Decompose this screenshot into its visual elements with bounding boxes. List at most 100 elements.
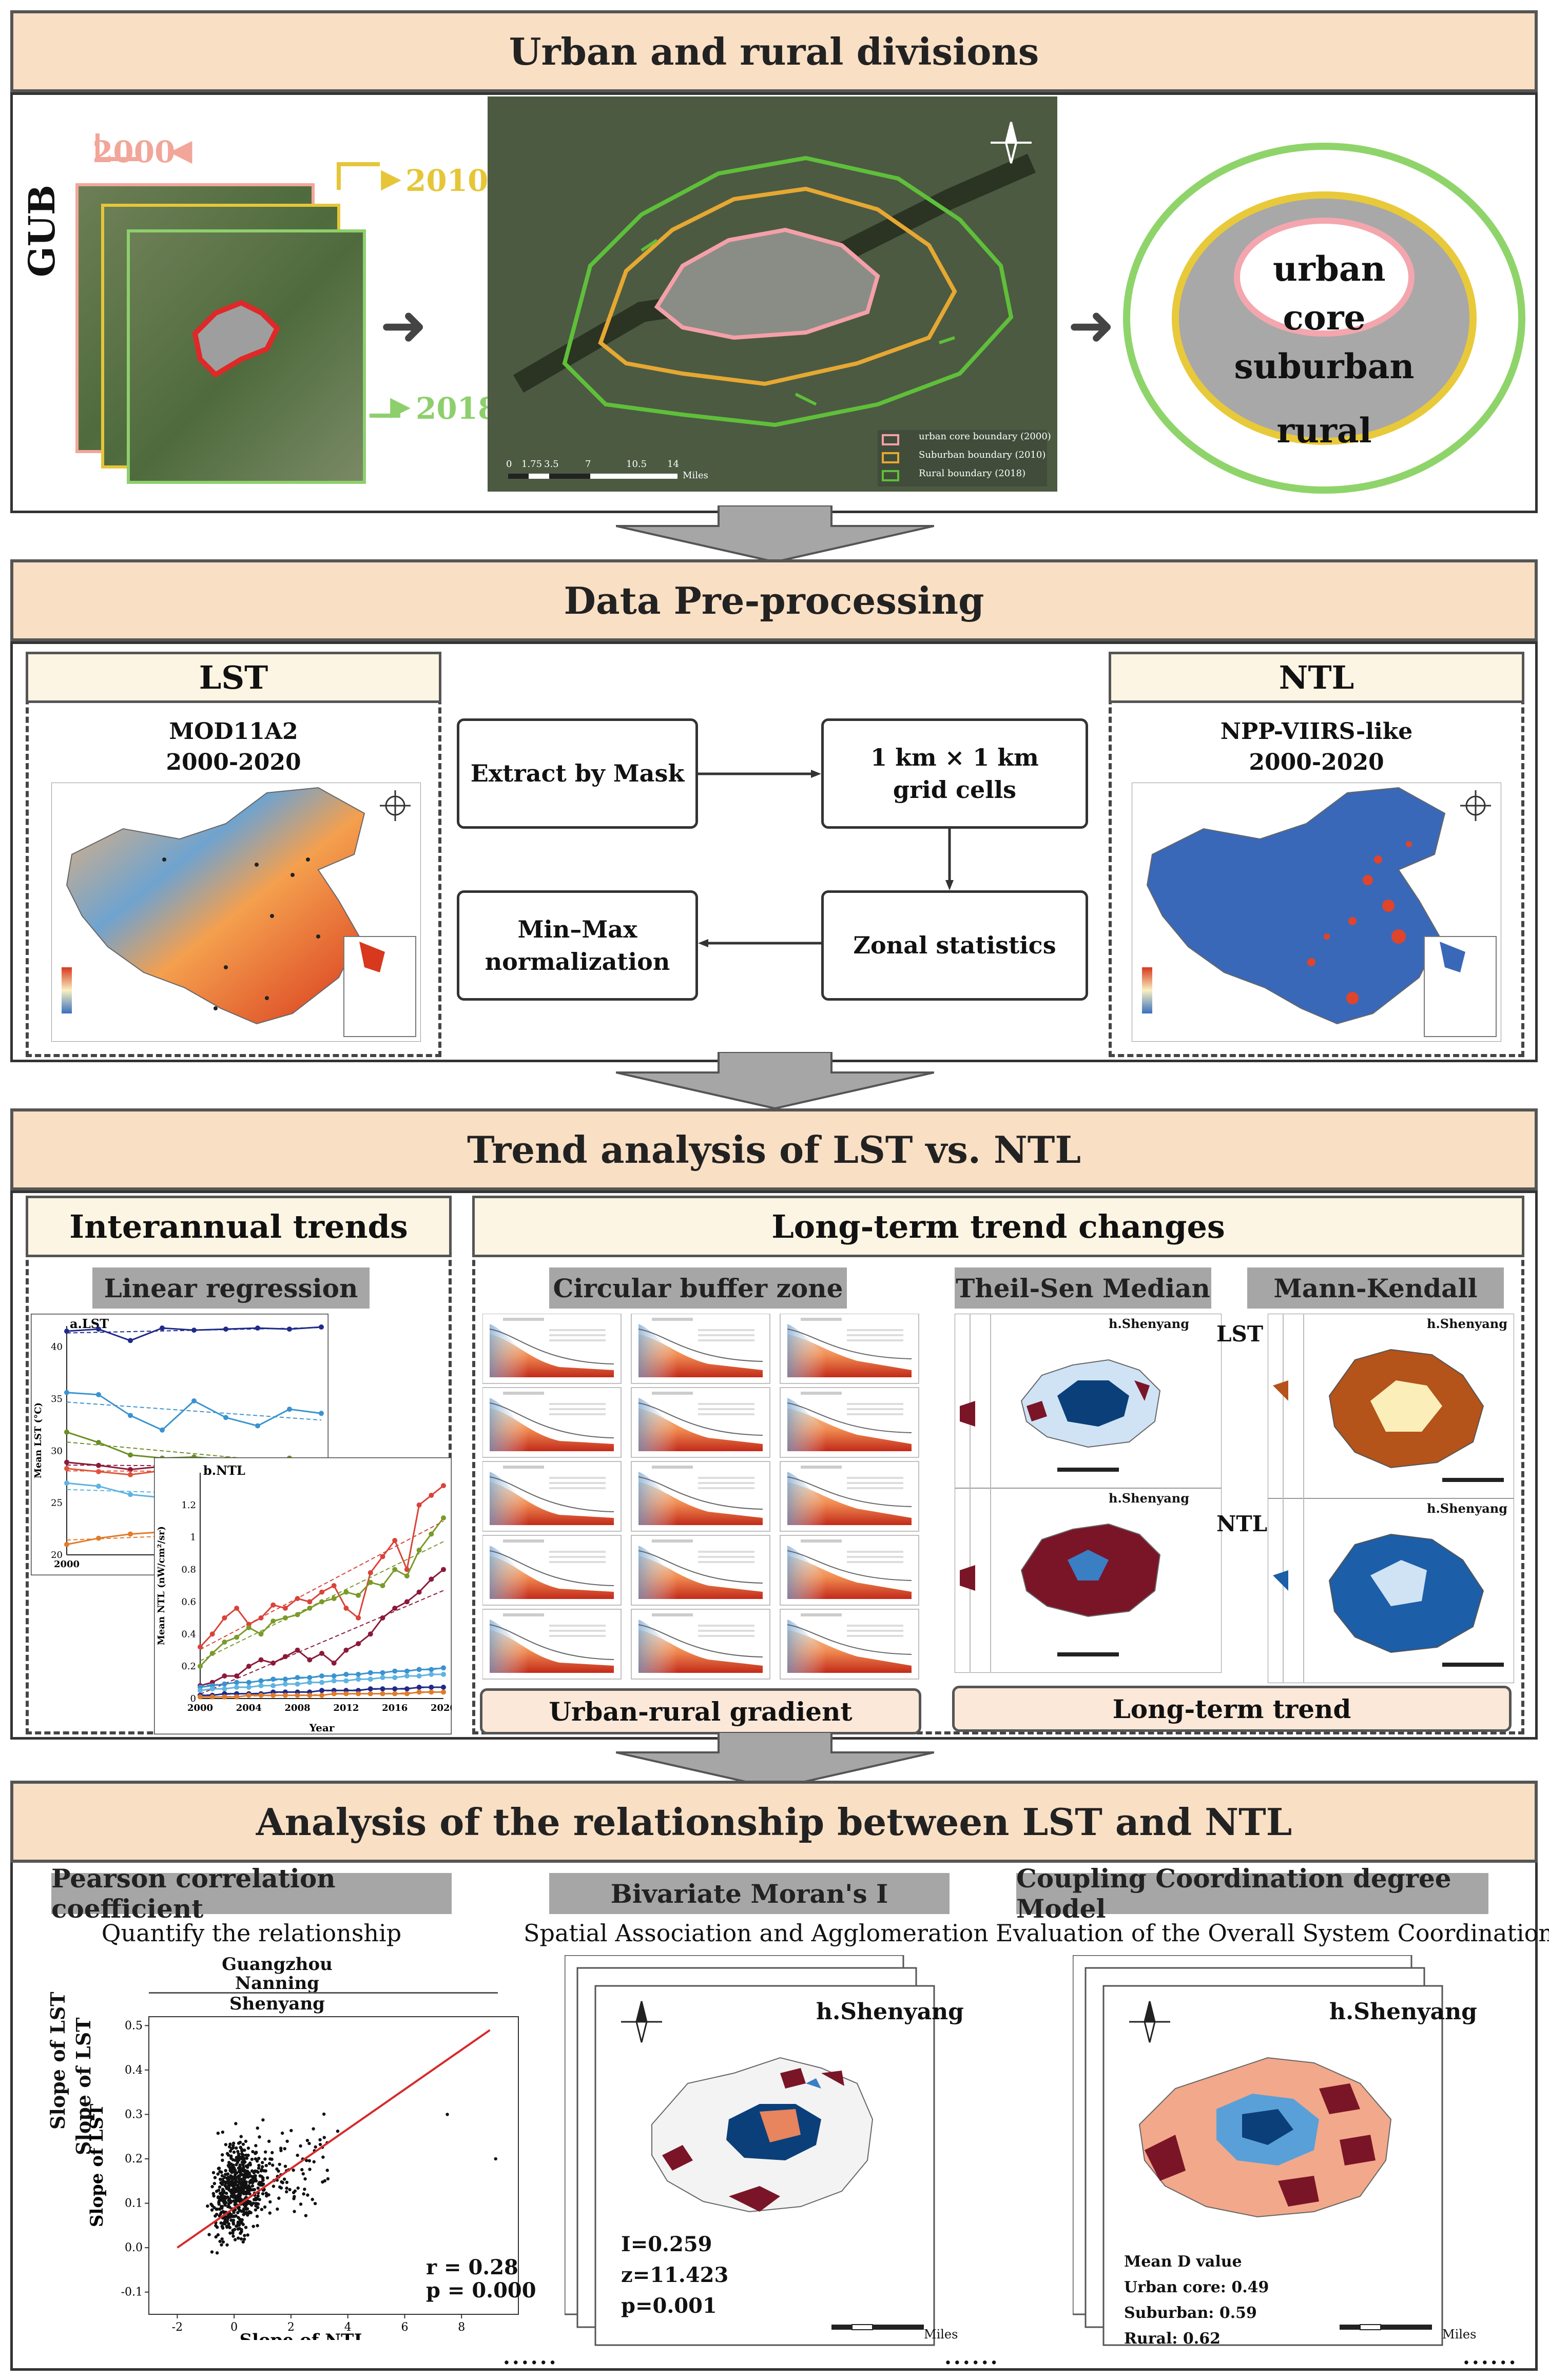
scatter-city-nanning: Nanning (235, 1973, 319, 1994)
series-point-n2 (234, 1634, 240, 1640)
x-tick-label: 4 (344, 2321, 352, 2334)
series-point-s1 (191, 1328, 197, 1333)
scatter-point (285, 2180, 289, 2184)
series-point-n7 (429, 1689, 434, 1695)
scatter-point (260, 2161, 264, 2164)
scatter-point (312, 2127, 315, 2131)
scatter-point (234, 2175, 237, 2179)
series-point-n5 (331, 1678, 337, 1684)
scatter-point (214, 2235, 218, 2239)
series-point-s1 (287, 1326, 292, 1332)
scatter-point (231, 2229, 235, 2233)
buffer-area-blue (490, 1398, 529, 1451)
buffer-legend-bar (801, 1539, 842, 1543)
scatter-point (239, 2190, 242, 2194)
scatter-point (264, 2169, 267, 2173)
x-tick-label: 2020 (431, 1703, 452, 1713)
scatter-point (267, 2139, 271, 2143)
scatter-point (218, 2239, 222, 2244)
scatter-point (223, 2222, 227, 2226)
buffer-annot-line (549, 1477, 606, 1479)
buffer-legend-bar (652, 1318, 693, 1321)
series-point-s6 (96, 1484, 101, 1489)
buffer-legend-bar (503, 1392, 544, 1395)
ring-core-label: core (1283, 298, 1366, 338)
minmax-line2: normalization (485, 947, 670, 976)
series-point-n2 (209, 1651, 215, 1656)
buffer-legend-bar (801, 1466, 842, 1469)
scatter-point (233, 2170, 237, 2174)
scatter-point (210, 2208, 214, 2212)
x-tick-label: 8 (458, 2321, 465, 2334)
series-point-n3 (270, 1660, 276, 1666)
scatter-point (261, 2177, 265, 2181)
scatter-point (254, 2144, 258, 2148)
series-point-n1 (356, 1615, 361, 1621)
scatter-point (302, 2192, 305, 2196)
scatter-point (258, 2135, 261, 2139)
scatter-point (210, 2250, 214, 2254)
x-tick-label: 2000 (54, 1559, 80, 1570)
series-point-n7 (356, 1691, 361, 1696)
series-point-n5 (367, 1676, 373, 1682)
scatter-point (253, 2169, 257, 2173)
series-point-n1 (295, 1596, 300, 1602)
ring-diagram (1123, 143, 1525, 494)
grid-cells-line1: 1 km × 1 km (870, 744, 1039, 772)
scatter-point (255, 2214, 259, 2218)
series-point-n3 (331, 1660, 337, 1666)
x-tick-label: 2000 (187, 1703, 213, 1713)
lst-years: 2000-2020 (166, 749, 301, 775)
series-point-n4 (234, 1680, 240, 1685)
series-point-n6 (319, 1688, 324, 1693)
scatter-point (221, 2158, 224, 2162)
series-point-s1 (255, 1325, 260, 1331)
scatter-point (243, 2181, 247, 2186)
map-scale-0: 0 (506, 459, 512, 470)
buffer-zone-chart (631, 1535, 770, 1606)
series-trend-s3 (66, 1441, 322, 1466)
section-header-trend: Trend analysis of LST vs. NTL (10, 1108, 1538, 1191)
scatter-point (245, 2207, 249, 2211)
scatter-point (218, 2170, 222, 2174)
buffer-legend-bar (801, 1318, 842, 1321)
scatter-point (231, 2218, 236, 2222)
buffer-annot-line (847, 1334, 903, 1336)
scatter-point (278, 2185, 282, 2189)
scatter-point (224, 2200, 228, 2205)
scatter-point (220, 2237, 224, 2241)
buffer-curve (489, 1402, 614, 1438)
buffer-annot-line (698, 1339, 754, 1341)
scatter-point (227, 2164, 231, 2169)
series-point-n2 (246, 1625, 251, 1630)
series-point-n5 (282, 1681, 288, 1687)
buffer-area-blue (490, 1620, 529, 1673)
mann-kendall-label: Mann-Kendall (1247, 1267, 1504, 1309)
scatter-point (228, 2142, 232, 2146)
buffer-area-blue (638, 1472, 677, 1525)
x-tick-label: 2008 (285, 1703, 311, 1713)
ntl-line-chart: b.NTL Mean NTL (nW/cm²/sr) Year 0 0.2 0.4 0.6 0… (154, 1457, 452, 1734)
series-point-s2 (160, 1427, 165, 1433)
scatter-point (221, 2195, 224, 2199)
series-point-s3 (96, 1440, 101, 1446)
series-point-n7 (307, 1692, 313, 1698)
scatter-point (242, 2213, 245, 2216)
scatter-point (251, 2188, 255, 2192)
buffer-curve (489, 1329, 614, 1364)
series-point-n3 (319, 1651, 324, 1656)
theil-city-1: h.Shenyang (1109, 1316, 1190, 1331)
y-tick-label: 0.3 (125, 2108, 143, 2121)
ccd-ellipsis: ...... (1463, 2345, 1518, 2369)
section-header-preprocessing: Data Pre-processing (10, 559, 1538, 641)
mk-lst-label: LST (1216, 1321, 1264, 1347)
series-point-n6 (441, 1685, 446, 1690)
series-point-s2 (128, 1413, 133, 1418)
x-tick-label: 2012 (333, 1703, 359, 1713)
scatter-point (231, 2222, 236, 2226)
scatter-point (312, 2160, 316, 2163)
scatter-point (225, 2180, 229, 2184)
buffer-curve (489, 1624, 614, 1660)
scatter-point (260, 2168, 264, 2172)
buffer-curve (787, 1329, 912, 1359)
